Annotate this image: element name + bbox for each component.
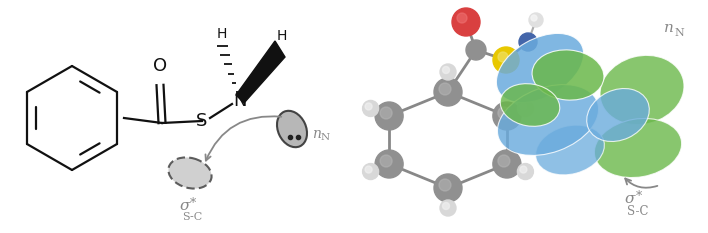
Circle shape xyxy=(439,83,451,95)
Ellipse shape xyxy=(169,158,212,188)
Text: σ: σ xyxy=(180,199,190,213)
Text: H: H xyxy=(217,27,227,41)
Circle shape xyxy=(440,200,456,216)
Circle shape xyxy=(520,166,527,173)
Text: N: N xyxy=(321,134,330,143)
Circle shape xyxy=(493,150,521,178)
Text: S-C: S-C xyxy=(627,205,649,218)
Text: *: * xyxy=(636,190,642,203)
Circle shape xyxy=(434,174,462,202)
Circle shape xyxy=(362,164,379,180)
Ellipse shape xyxy=(536,125,605,175)
Ellipse shape xyxy=(498,85,598,155)
Circle shape xyxy=(531,15,537,21)
Text: n: n xyxy=(664,21,674,35)
Circle shape xyxy=(493,47,519,73)
Ellipse shape xyxy=(532,50,604,100)
Circle shape xyxy=(498,52,508,62)
Ellipse shape xyxy=(501,84,560,126)
Polygon shape xyxy=(236,41,285,103)
Circle shape xyxy=(380,107,392,119)
Circle shape xyxy=(520,103,527,110)
Circle shape xyxy=(518,100,533,116)
Ellipse shape xyxy=(496,33,583,103)
Circle shape xyxy=(457,13,467,23)
Ellipse shape xyxy=(277,111,307,147)
Text: H: H xyxy=(277,29,287,43)
Circle shape xyxy=(452,8,480,36)
Text: N: N xyxy=(233,92,247,110)
Circle shape xyxy=(365,166,372,173)
Text: S: S xyxy=(196,112,207,130)
Circle shape xyxy=(518,164,533,180)
Circle shape xyxy=(498,107,510,119)
Ellipse shape xyxy=(600,55,684,125)
Circle shape xyxy=(375,150,403,178)
Circle shape xyxy=(365,103,372,110)
Circle shape xyxy=(362,100,379,116)
Circle shape xyxy=(442,202,450,209)
Text: *: * xyxy=(190,197,196,210)
Circle shape xyxy=(442,66,450,73)
Circle shape xyxy=(440,64,456,80)
Circle shape xyxy=(529,13,543,27)
Circle shape xyxy=(380,155,392,167)
Text: S-C: S-C xyxy=(182,212,202,222)
Circle shape xyxy=(493,102,521,130)
Text: O: O xyxy=(153,57,167,75)
Circle shape xyxy=(519,33,537,51)
Circle shape xyxy=(375,102,403,130)
Circle shape xyxy=(439,179,451,191)
Text: N: N xyxy=(674,28,684,38)
Circle shape xyxy=(466,40,486,60)
Circle shape xyxy=(498,155,510,167)
Ellipse shape xyxy=(595,118,682,178)
Text: n: n xyxy=(312,127,321,141)
Text: σ: σ xyxy=(625,192,635,206)
Circle shape xyxy=(434,78,462,106)
Ellipse shape xyxy=(587,89,649,141)
